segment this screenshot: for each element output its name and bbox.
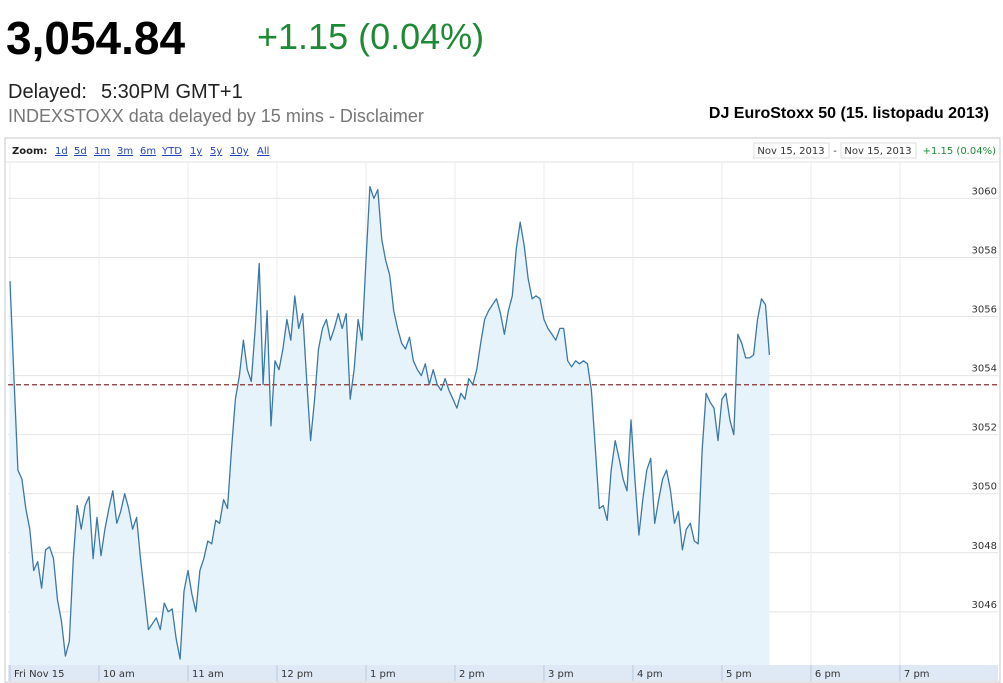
y-tick-label: 3054 [972,364,997,375]
zoom-option[interactable]: 1d [55,146,68,157]
x-tick-label: 11 am [192,669,224,680]
zoom-option[interactable]: 5d [74,146,87,157]
x-tick-label: 4 pm [637,669,663,680]
x-tick-label: 6 pm [815,669,841,680]
source-note[interactable]: INDEXSTOXX data delayed by 15 mins - Dis… [8,106,424,126]
zoom-option[interactable]: 3m [117,146,133,157]
price: 3,054.84 [6,12,185,64]
area-fill [10,186,770,665]
x-tick-label: 7 pm [904,669,930,680]
zoom-label: Zoom: [12,146,47,157]
x-tick-label: 5 pm [726,669,752,680]
zoom-option[interactable]: 1m [94,146,110,157]
x-tick-label: 12 pm [281,669,313,680]
x-tick-label: 3 pm [548,669,574,680]
zoom-option[interactable]: 1y [190,146,202,157]
range-end: Nov 15, 2013 [844,146,911,157]
y-tick-label: 3046 [972,600,997,611]
x-axis-strip [8,665,998,681]
x-tick-label: 2 pm [459,669,485,680]
y-tick-label: 3060 [972,186,997,197]
chart-title: DJ EuroStoxx 50 (15. listopadu 2013) [709,105,989,122]
zoom-option[interactable]: 5y [210,146,222,157]
range-box [753,142,830,159]
y-tick-label: 3058 [972,245,997,256]
range-change: +1.15 (0.04%) [923,146,996,157]
y-tick-label: 3048 [972,541,997,552]
plot: 3046 3048 3050 3052 3054 3056 3058 3060 Fri Nov … [8,163,998,681]
zoom-option[interactable]: All [257,146,269,157]
x-tick-label: 10 am [103,669,135,680]
delayed-label: Delayed: [8,81,87,103]
x-tick-label: Fri Nov 15 [14,669,65,680]
range-box [840,142,917,159]
price-change: +1.15 (0.04%) [257,16,484,57]
zoom-option[interactable]: YTD [161,146,182,157]
zoom-options: 1d 5d 1m 3m 6m YTD 1y 5y 10y All [55,146,269,157]
y-tick-label: 3050 [972,482,997,493]
y-tick-label: 3056 [972,305,997,316]
delayed-time: 5:30PM GMT+1 [101,81,243,103]
range-start: Nov 15, 2013 [757,146,824,157]
range-separator: - [833,146,837,157]
zoom-option[interactable]: 10y [230,146,249,157]
x-tick-label: 1 pm [370,669,396,680]
price-line [9,185,771,660]
zoom-option[interactable]: 6m [140,146,156,157]
y-tick-label: 3052 [972,423,997,434]
